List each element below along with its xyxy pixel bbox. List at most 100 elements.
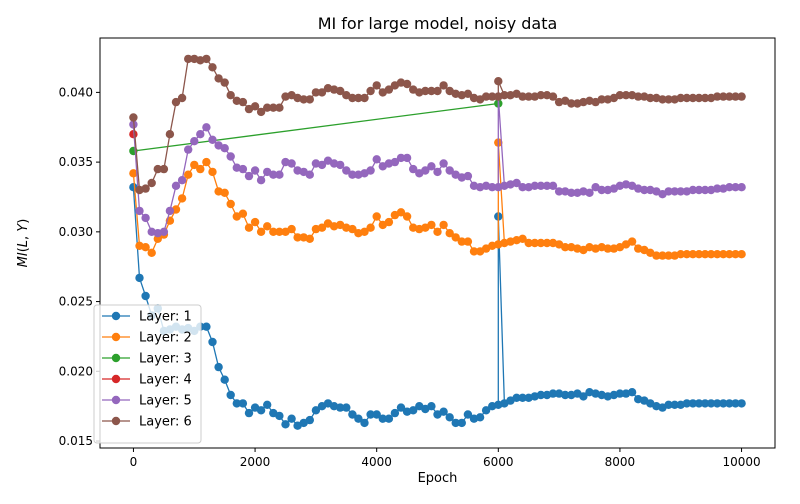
data-point (396, 403, 406, 412)
data-point (688, 399, 698, 408)
data-point (244, 171, 254, 181)
data-point (694, 399, 704, 408)
data-point (238, 399, 248, 408)
data-point (561, 390, 570, 400)
data-point (542, 181, 552, 190)
data-point (621, 91, 631, 100)
data-point (244, 223, 254, 232)
data-point (463, 171, 473, 181)
data-point (627, 388, 637, 397)
data-point (390, 408, 400, 418)
data-point (165, 130, 175, 139)
data-point (548, 389, 558, 398)
plot-frame (99, 37, 776, 449)
data-point (129, 113, 138, 122)
data-point (390, 157, 400, 167)
data-point (202, 157, 211, 167)
data-point (372, 155, 381, 164)
data-point (713, 92, 722, 101)
legend-swatch-marker (111, 311, 121, 321)
data-point (311, 406, 321, 415)
data-point (275, 411, 284, 421)
data-point (220, 144, 229, 153)
data-point (269, 227, 278, 236)
data-point (445, 229, 454, 238)
data-point (305, 234, 314, 243)
data-point (463, 237, 473, 246)
data-point (396, 153, 406, 163)
data-point (427, 402, 436, 411)
data-point (354, 93, 363, 103)
data-point (196, 164, 205, 174)
data-point (378, 414, 387, 423)
data-point (342, 403, 351, 412)
data-point (202, 123, 211, 132)
data-point (725, 250, 734, 259)
data-point (518, 393, 527, 402)
data-point (348, 93, 357, 103)
data-point (658, 251, 667, 260)
data-point (615, 91, 625, 100)
data-point (688, 250, 698, 259)
data-point (348, 224, 357, 234)
data-point (512, 178, 521, 188)
data-point (287, 159, 296, 168)
series-layer-2 (129, 138, 746, 260)
data-point (190, 137, 199, 146)
data-point (445, 166, 454, 175)
data-point (664, 187, 673, 196)
data-point (226, 152, 235, 161)
data-point (384, 414, 394, 423)
data-point (232, 399, 241, 408)
data-point (184, 54, 193, 64)
data-point (244, 408, 254, 418)
data-point (360, 227, 369, 236)
data-point (263, 103, 272, 112)
data-point (238, 97, 248, 107)
data-point (719, 92, 728, 101)
data-point (530, 238, 539, 248)
data-point (214, 74, 223, 83)
data-point (360, 418, 369, 428)
data-point (676, 93, 685, 103)
data-point (627, 237, 637, 246)
data-point (135, 273, 144, 283)
y-axis-label: MI(L, Y) (16, 219, 31, 268)
data-point (366, 410, 375, 419)
data-point (433, 86, 442, 96)
data-point (542, 238, 552, 248)
data-point (706, 399, 716, 408)
data-point (184, 145, 193, 154)
data-point (256, 406, 266, 415)
data-point (737, 399, 746, 408)
legend-swatch-marker (111, 374, 121, 384)
data-point (725, 399, 734, 408)
data-point (396, 208, 406, 217)
data-point (670, 400, 679, 409)
data-point (190, 160, 199, 170)
data-point (524, 92, 533, 101)
x-tick-label: 10000 (722, 455, 760, 469)
data-point (348, 410, 357, 419)
data-point (427, 220, 436, 230)
data-point (342, 166, 351, 175)
data-point (664, 400, 673, 409)
data-point (500, 91, 509, 100)
data-point (317, 160, 327, 170)
data-point (439, 220, 448, 230)
data-point (238, 209, 248, 218)
y-tick-label: 0.015 (59, 434, 93, 448)
series-group (129, 54, 746, 430)
data-point (652, 251, 661, 260)
x-axis-label: Epoch (418, 471, 458, 486)
data-point (433, 227, 442, 236)
data-point (336, 160, 345, 170)
data-point (159, 164, 169, 174)
data-point (336, 403, 345, 412)
data-point (208, 167, 217, 177)
data-point (220, 78, 229, 87)
data-point (548, 92, 558, 101)
data-point (129, 169, 138, 178)
data-point (317, 223, 327, 232)
